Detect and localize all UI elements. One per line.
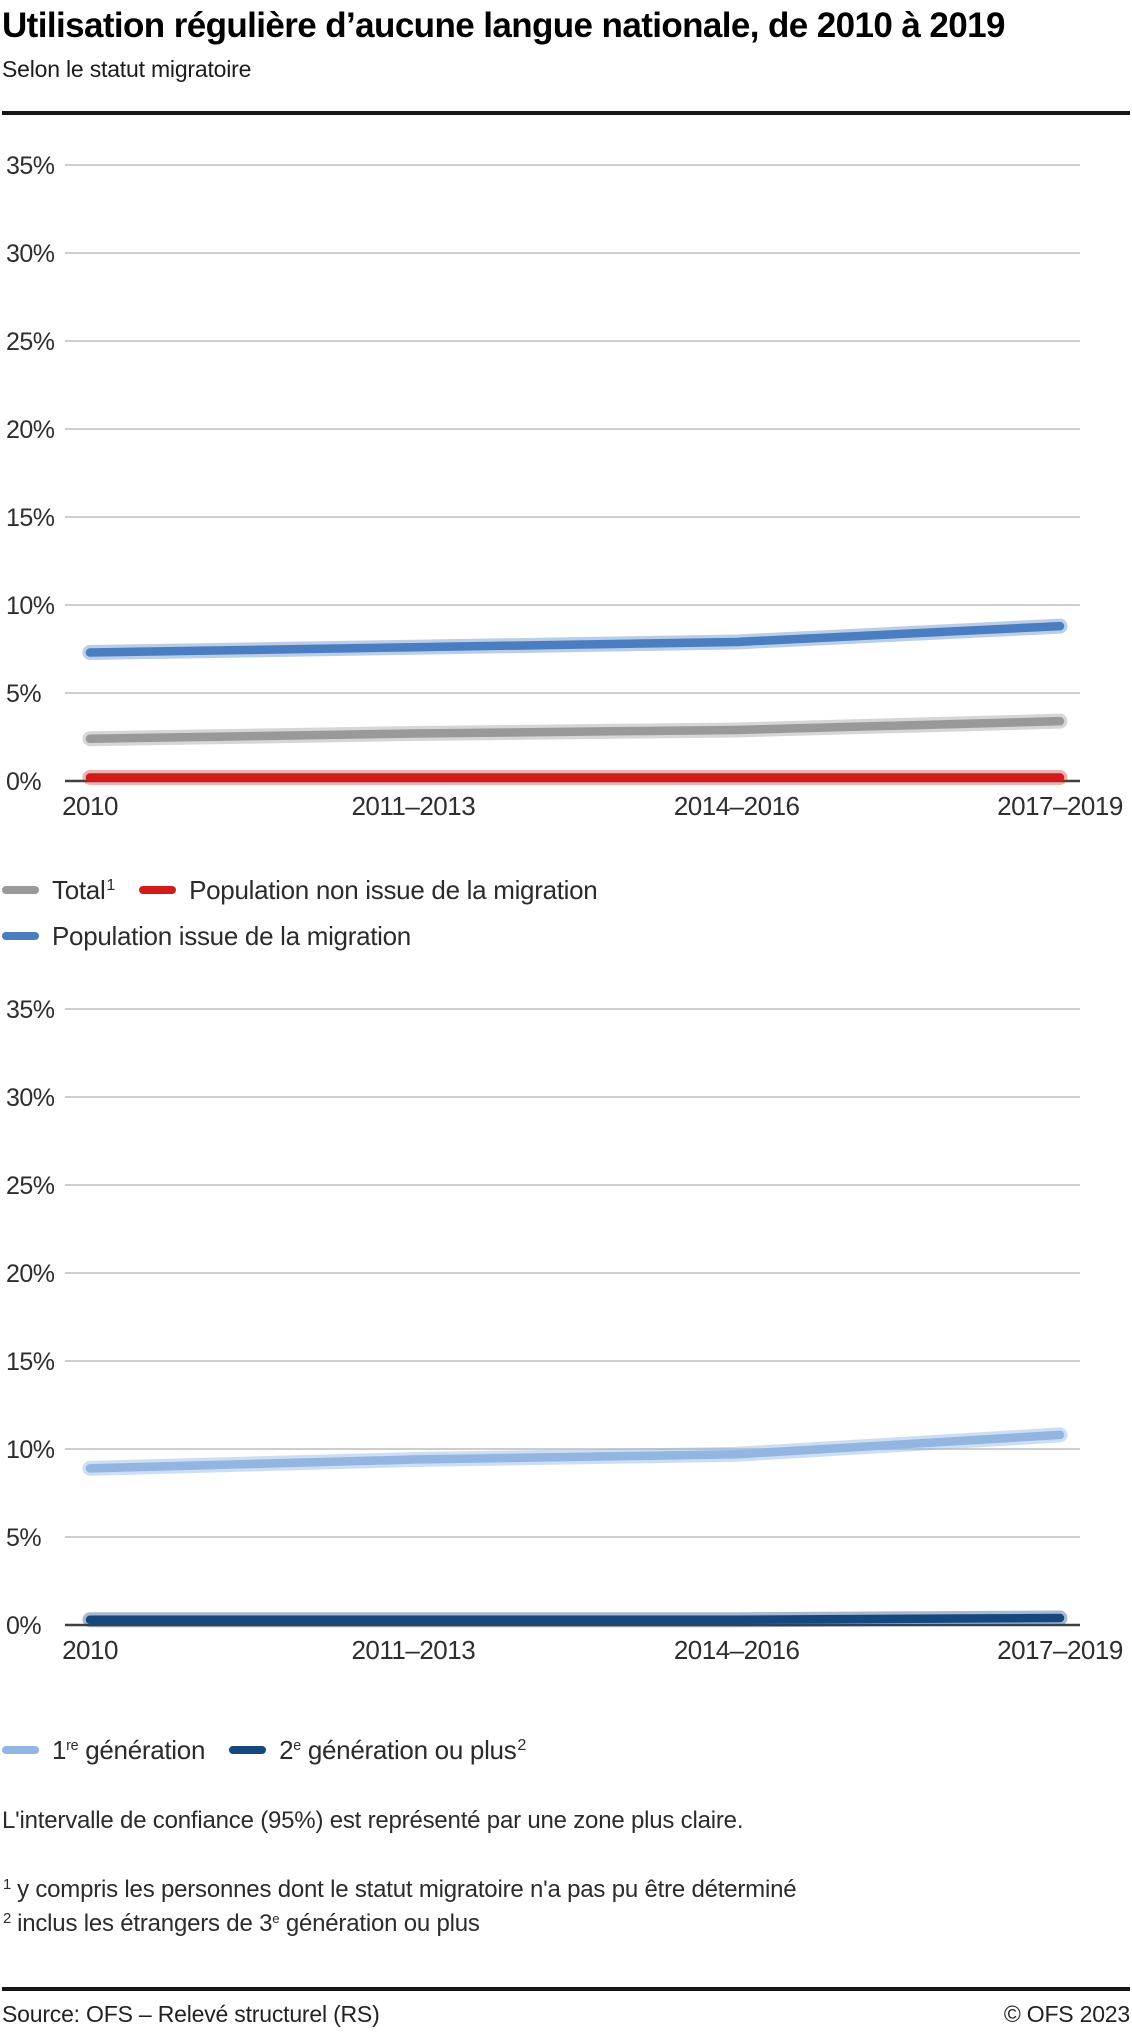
legend-swatch-gen2 <box>229 1746 267 1755</box>
y-tick-label: 10% <box>6 1436 55 1464</box>
footnote-2: 2 inclus les étrangers de 3e génération o… <box>3 1910 480 1938</box>
y-tick-label: 30% <box>6 240 55 268</box>
series-line <box>85 1613 1065 1625</box>
legend-label-issue: Population issue de la migration <box>52 920 411 951</box>
legend-label-gen2: 2e génération ou plus2 <box>279 1734 527 1765</box>
x-tick-label: 2010 <box>62 791 118 821</box>
footer-divider <box>2 1987 1130 1992</box>
page-title: Utilisation régulière d’aucune langue na… <box>2 6 1005 45</box>
y-tick-label: 10% <box>6 592 55 620</box>
x-tick-label: 2010 <box>62 1635 118 1665</box>
legend-row: 1re génération 2e génération ou plus2 <box>2 1727 1130 1773</box>
legend-item-issue: Population issue de la migration <box>2 921 411 952</box>
series-line <box>85 717 1065 744</box>
legend-item-gen1: 1re génération <box>2 1735 205 1766</box>
legend-swatch-non-issue <box>139 886 177 895</box>
legend-item-non-issue: Population non issue de la migration <box>139 874 598 906</box>
y-tick-label: 25% <box>6 328 55 356</box>
chart-migration-status: 0% 5% 10% 15% 20% 25% 30% 35% 2010 2011–2013 2014–… <box>6 152 1123 821</box>
y-tick-label: 25% <box>6 1172 55 1200</box>
legend-label-gen1: 1re génération <box>52 1734 206 1765</box>
header-divider <box>2 111 1130 116</box>
y-tick-label: 20% <box>6 1260 55 1288</box>
y-tick-label: 20% <box>6 416 55 444</box>
page-subtitle: Selon le statut migratoire <box>2 56 252 83</box>
confidence-interval-note: L'intervalle de confiance (95%) est repr… <box>2 1807 744 1835</box>
legend-swatch-issue <box>2 932 39 941</box>
legend-chart-2: 1re génération 2e génération ou plus2 <box>2 1727 1130 1773</box>
legend-label-total: Total1 <box>52 874 116 905</box>
y-tick-label: 0% <box>6 1612 41 1640</box>
chart-generation: 0% 5% 10% 15% 20% 25% 30% 35% 2010 2011–2013 2014–… <box>6 996 1123 1665</box>
y-tick-label: 5% <box>6 1524 41 1552</box>
footer: Source: OFS – Relevé structurel (RS) © O… <box>2 2001 1130 2028</box>
x-tick-label: 2011–2013 <box>351 1635 475 1665</box>
y-tick-label: 35% <box>6 152 55 180</box>
y-tick-label: 15% <box>6 504 55 532</box>
y-tick-label: 15% <box>6 1348 55 1376</box>
y-tick-label: 35% <box>6 996 55 1024</box>
x-tick-label: 2014–2016 <box>674 791 800 821</box>
x-tick-label: 2017–2019 <box>997 791 1123 821</box>
legend-item-gen2: 2e génération ou plus2 <box>229 1735 526 1766</box>
footer-source: Source: OFS – Relevé structurel (RS) <box>2 2001 380 2028</box>
y-tick-label: 30% <box>6 1084 55 1112</box>
legend-swatch-gen1 <box>2 1746 39 1755</box>
y-tick-label: 0% <box>6 768 41 796</box>
legend-row: Population issue de la migration <box>2 913 1130 959</box>
footnote-2-text: inclus les étrangers de 3e génération ou… <box>17 1910 480 1938</box>
series-line <box>85 622 1065 658</box>
x-tick-label: 2017–2019 <box>997 1635 1123 1665</box>
x-tick-label: 2014–2016 <box>674 1635 800 1665</box>
series-line <box>85 1430 1065 1473</box>
x-tick-label: 2011–2013 <box>351 791 475 821</box>
legend-row: Total1 Population non issue de la migrat… <box>2 867 1130 913</box>
footer-copyright: © OFS 2023 <box>1003 2001 1130 2028</box>
legend-swatch-total <box>2 886 39 895</box>
legend-label-non-issue: Population non issue de la migration <box>189 874 598 905</box>
legend-item-total: Total1 <box>2 875 115 906</box>
y-tick-label: 5% <box>6 680 41 708</box>
legend-chart-1: Total1 Population non issue de la migrat… <box>2 867 1130 959</box>
